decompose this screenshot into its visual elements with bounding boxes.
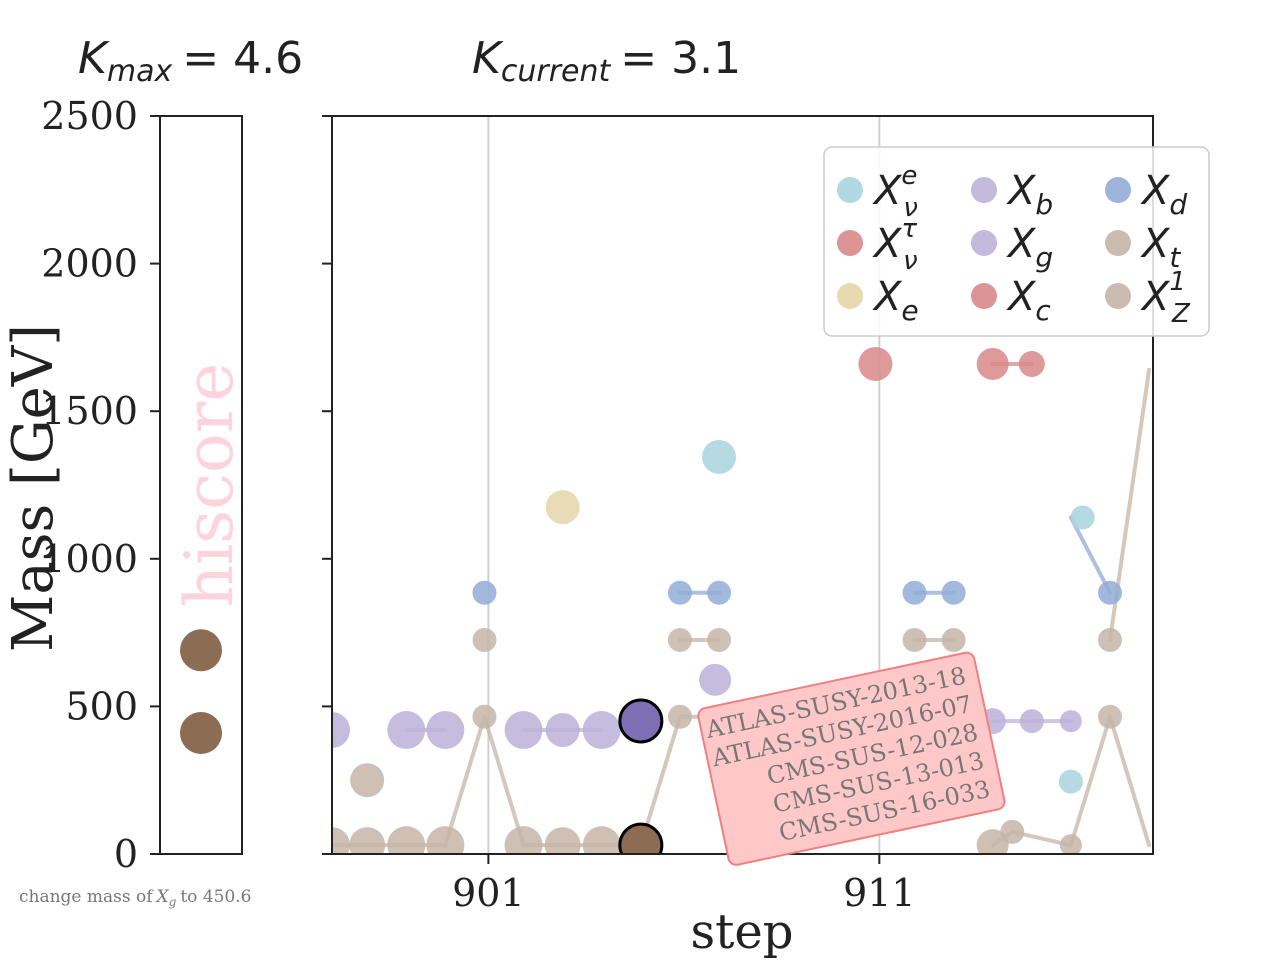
legend-label: Xτ ν — [872, 214, 918, 276]
side-panel: hiscore 0 500 1000 1500 2000 2500 Mass [GeV] — [1, 94, 248, 876]
data-point — [941, 627, 966, 652]
data-point — [472, 580, 497, 605]
legend-marker — [837, 283, 863, 309]
data-point — [1019, 709, 1044, 734]
kmax-label: Kmax = 4.6 — [78, 33, 303, 89]
data-point — [1070, 505, 1095, 530]
data-point — [426, 826, 465, 854]
data-point — [332, 827, 350, 854]
data-point — [667, 704, 692, 729]
data-point — [426, 711, 465, 750]
data-point — [332, 712, 350, 749]
data-point — [1018, 350, 1045, 377]
side-y-tick-label: 1000 — [41, 537, 138, 581]
data-point — [387, 826, 426, 854]
data-point — [545, 713, 580, 748]
side-y-tick-label: 0 — [114, 832, 138, 876]
y-axis-label: Mass [GeV] — [1, 324, 66, 652]
data-point — [976, 829, 1009, 854]
data-point — [1097, 580, 1122, 605]
side-mass-point — [180, 629, 222, 672]
data-point — [1097, 704, 1122, 729]
data-point — [544, 827, 581, 854]
data-point — [1059, 710, 1082, 733]
data-point — [902, 627, 927, 652]
kcurrent-label: Kcurrent = 3.1 — [472, 33, 741, 89]
legend-marker — [971, 230, 997, 256]
data-point — [504, 826, 543, 854]
legend-label: Xt — [1140, 221, 1181, 274]
data-point — [702, 439, 737, 474]
data-point — [582, 826, 621, 854]
x-tick-label: 901 — [452, 871, 525, 915]
data-point — [902, 580, 927, 605]
legend-label: Xg — [1006, 221, 1053, 274]
data-point — [699, 663, 732, 696]
legend-marker — [971, 177, 997, 203]
side-panel-frame — [159, 115, 243, 855]
data-point — [858, 346, 893, 381]
data-point — [582, 711, 621, 750]
side-y-tick-label: 500 — [65, 684, 138, 728]
caption: change mass of Xg to 450.6 — [19, 887, 251, 909]
series-line — [1068, 515, 1112, 595]
data-point — [387, 711, 426, 750]
side-y-tick-label: 1500 — [41, 389, 138, 433]
main-plot: 901 911 step — [322, 115, 1154, 960]
legend-label: Xe ν — [872, 161, 918, 223]
data-point — [707, 627, 732, 652]
data-point — [667, 627, 692, 652]
legend-marker — [837, 230, 863, 256]
side-y-tick-label: 2500 — [41, 94, 138, 138]
data-point — [941, 580, 966, 605]
data-point — [472, 704, 497, 729]
legend-marker — [1105, 230, 1131, 256]
data-point — [976, 347, 1009, 380]
x-axis-label: step — [690, 904, 793, 960]
data-point — [707, 580, 732, 605]
side-mass-point — [180, 711, 222, 754]
legend-marker — [971, 283, 997, 309]
data-point — [472, 627, 497, 652]
data-point — [1000, 819, 1025, 844]
data-point — [667, 580, 692, 605]
legend-marker — [837, 177, 863, 203]
data-point — [350, 763, 385, 798]
highlight-point — [618, 822, 664, 854]
legend-marker — [1105, 177, 1131, 203]
legend-label: X1 Z — [1140, 267, 1191, 329]
hiscore-watermark: hiscore — [171, 363, 248, 608]
data-point — [1058, 769, 1083, 794]
data-point — [349, 827, 386, 854]
side-y-tick-label: 2000 — [41, 242, 138, 286]
legend-label: Xe — [872, 274, 919, 327]
data-point — [1097, 627, 1122, 652]
highlight-point — [618, 698, 664, 744]
legend-label: Xb — [1006, 168, 1053, 221]
data-point — [1059, 834, 1082, 854]
data-point — [504, 711, 543, 750]
data-point — [545, 490, 580, 525]
legend-marker — [1105, 283, 1131, 309]
legend-label: Xc — [1006, 274, 1051, 327]
analysis-annotation: ATLAS-SUSY-2013-18ATLAS-SUSY-2016-07CMS-… — [697, 651, 1006, 866]
annotation-box — [697, 651, 1006, 866]
legend-label: Xd — [1140, 168, 1187, 221]
x-tick-label: 911 — [843, 871, 916, 915]
